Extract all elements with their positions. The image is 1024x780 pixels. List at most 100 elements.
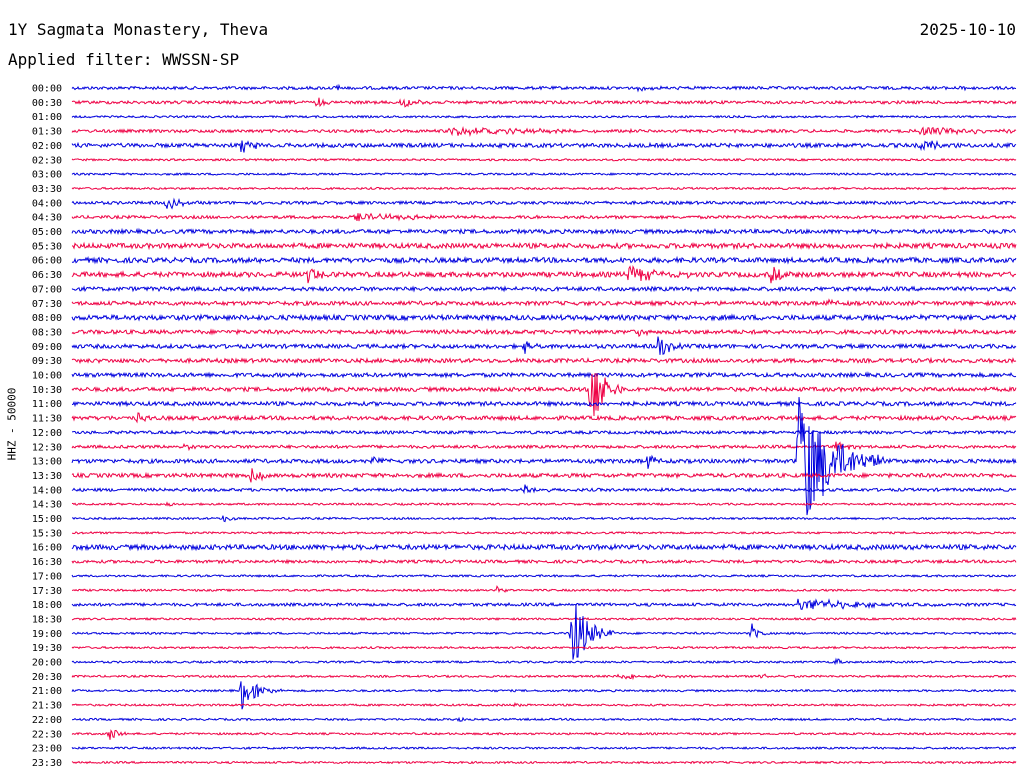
trace-row-1700 (71, 573, 1017, 578)
row-time-label: 17:00 (32, 571, 62, 582)
row-time-label: 03:00 (32, 170, 62, 181)
row-time-label: 06:00 (32, 256, 62, 267)
trace-row-0800 (71, 313, 1017, 322)
row-time-label: 16:30 (32, 557, 62, 568)
row-time-label: 08:30 (32, 327, 62, 338)
row-time-label: 10:30 (32, 385, 62, 396)
trace-row-1800 (71, 598, 1017, 611)
row-time-label: 19:30 (32, 643, 62, 654)
row-time-label: 12:00 (32, 428, 62, 439)
row-time-label: 15:30 (32, 528, 62, 539)
trace-row-0430 (71, 212, 1017, 222)
row-time-label: 20:00 (32, 658, 62, 669)
row-time-label: 22:30 (32, 729, 62, 740)
row-time-label: 00:00 (32, 84, 62, 95)
trace-row-0630 (71, 264, 1017, 284)
trace-row-1430 (71, 501, 1017, 507)
trace-row-1030 (71, 373, 1017, 417)
row-time-label: 05:00 (32, 227, 62, 238)
trace-row-1730 (71, 585, 1017, 594)
trace-row-0300 (71, 172, 1017, 177)
trace-row-2300 (71, 746, 1017, 751)
trace-row-2030 (71, 673, 1017, 681)
trace-row-1330 (71, 468, 1017, 483)
trace-row-1600 (71, 542, 1017, 552)
trace-row-2130 (71, 702, 1017, 708)
row-time-label: 19:00 (32, 629, 62, 640)
trace-row-1130 (71, 412, 1017, 424)
trace-row-1300 (71, 397, 1017, 516)
row-time-label: 14:30 (32, 500, 62, 511)
row-time-label: 01:30 (32, 127, 62, 138)
trace-row-1900 (71, 603, 1017, 660)
row-time-label: 08:00 (32, 313, 62, 324)
row-time-label: 23:30 (32, 758, 62, 769)
trace-row-0530 (71, 241, 1017, 251)
trace-row-1230 (71, 441, 1017, 452)
trace-row-0700 (71, 285, 1016, 293)
row-time-label: 07:30 (32, 299, 62, 310)
row-time-label: 07:00 (32, 284, 62, 295)
row-time-label: 11:30 (32, 414, 62, 425)
trace-row-0830 (71, 328, 1017, 338)
row-time-label: 20:30 (32, 672, 62, 683)
trace-row-0100 (71, 114, 1017, 119)
row-time-label: 02:30 (32, 155, 62, 166)
trace-row-1830 (71, 616, 1017, 621)
trace-row-1000 (71, 371, 1017, 379)
trace-row-2230 (71, 729, 1017, 740)
trace-row-0130 (71, 125, 1017, 137)
row-time-label: 13:30 (32, 471, 62, 482)
row-time-label: 16:00 (32, 543, 62, 554)
trace-row-1930 (71, 645, 1017, 650)
row-time-label: 11:00 (32, 399, 62, 410)
trace-row-2330 (71, 760, 1017, 765)
trace-row-1400 (71, 484, 1017, 495)
trace-row-0600 (71, 255, 1017, 265)
trace-row-0500 (71, 227, 1017, 236)
trace-row-0400 (71, 197, 1017, 210)
trace-row-0200 (71, 140, 1017, 153)
trace-row-0330 (71, 186, 1017, 191)
filter-label: Applied filter: WWSSN-SP (8, 50, 240, 69)
trace-row-0030 (71, 97, 1017, 108)
row-time-label: 18:00 (32, 600, 62, 611)
row-time-label: 09:00 (32, 342, 62, 353)
trace-row-1500 (72, 515, 1016, 523)
trace-row-0730 (71, 298, 1017, 308)
row-time-label: 06:30 (32, 270, 62, 281)
trace-row-2000 (71, 657, 1017, 666)
row-time-label: 05:30 (32, 241, 62, 252)
row-time-label: 04:00 (32, 198, 62, 209)
row-time-label: 01:00 (32, 112, 62, 123)
station-title: 1Y Sagmata Monastery, Theva (8, 20, 269, 39)
row-time-label: 00:30 (32, 98, 62, 109)
row-time-label: 21:00 (32, 686, 62, 697)
row-time-label: 10:00 (32, 371, 62, 382)
row-time-label: 09:30 (32, 356, 62, 367)
trace-row-0900 (71, 336, 1017, 355)
date-label: 2025-10-10 (919, 20, 1016, 39)
trace-row-1530 (71, 530, 1017, 535)
row-time-label: 14:00 (32, 485, 62, 496)
row-time-label: 03:30 (32, 184, 62, 195)
trace-row-2200 (71, 716, 1017, 722)
trace-row-2100 (71, 681, 1017, 710)
trace-row-1200 (71, 429, 1017, 436)
trace-row-0230 (71, 157, 1017, 162)
row-time-label: 15:00 (32, 514, 62, 525)
row-time-label: 13:00 (32, 457, 62, 468)
trace-row-1100 (71, 399, 1017, 408)
row-time-label: 04:30 (32, 213, 62, 224)
row-time-label: 12:30 (32, 442, 62, 453)
row-time-label: 18:30 (32, 614, 62, 625)
trace-row-0000 (71, 83, 1017, 93)
row-time-label: 02:00 (32, 141, 62, 152)
row-time-label: 23:00 (32, 744, 62, 755)
row-time-label: 21:30 (32, 701, 62, 712)
trace-row-1630 (71, 558, 1017, 565)
row-time-label: 22:00 (32, 715, 62, 726)
row-time-label: 17:30 (32, 586, 62, 597)
trace-row-0930 (71, 356, 1017, 365)
